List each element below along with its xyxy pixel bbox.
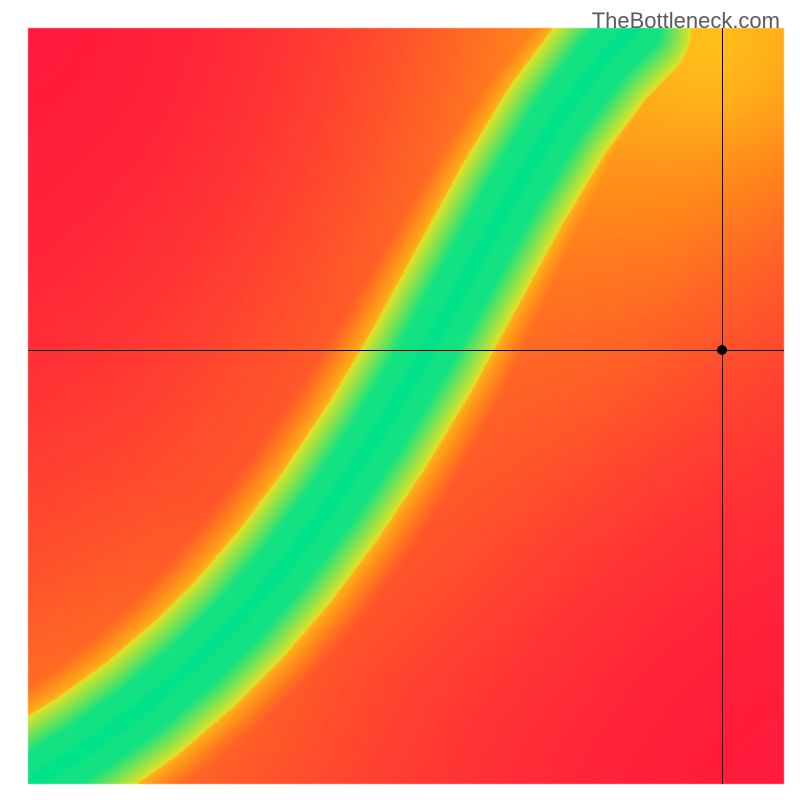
- watermark-text: TheBottleneck.com: [592, 8, 780, 34]
- heatmap-canvas: [0, 0, 800, 800]
- chart-container: TheBottleneck.com: [0, 0, 800, 800]
- crosshair-horizontal: [28, 350, 784, 351]
- crosshair-marker: [717, 345, 727, 355]
- crosshair-vertical: [722, 28, 723, 784]
